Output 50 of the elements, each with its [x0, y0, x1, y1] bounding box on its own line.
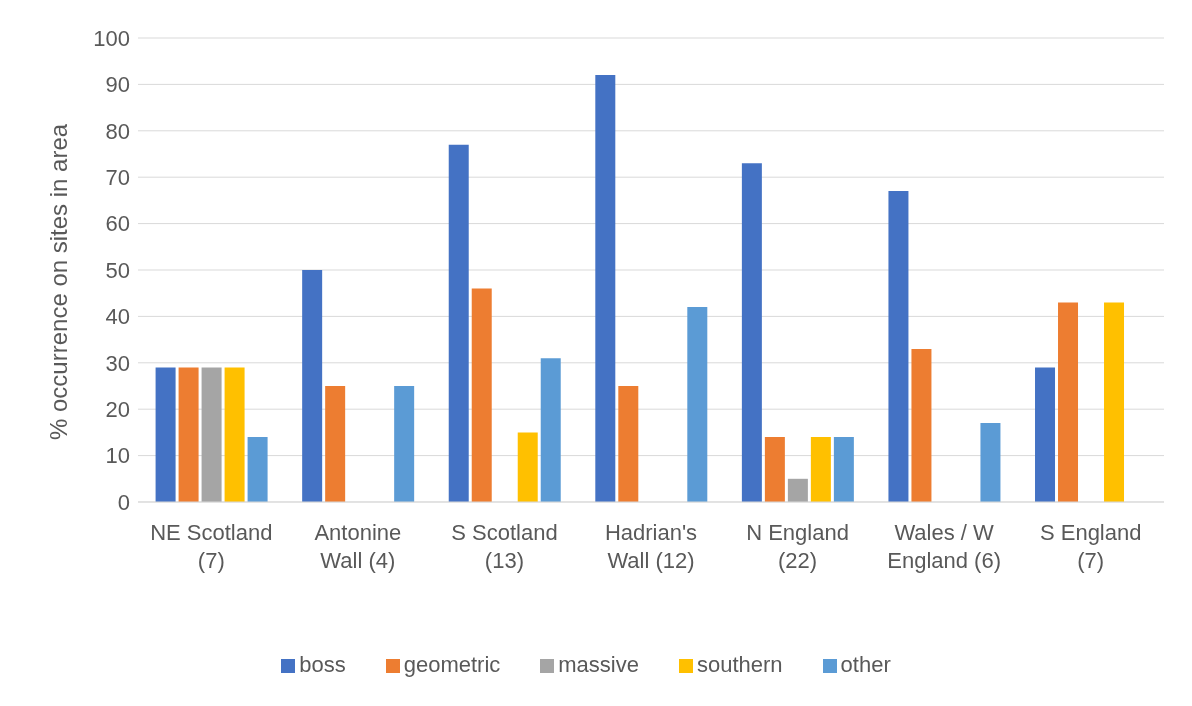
bar — [247, 437, 268, 502]
bar — [1058, 302, 1079, 502]
bar — [787, 478, 808, 502]
bar — [911, 348, 932, 502]
bar — [394, 386, 415, 502]
bar — [980, 423, 1001, 502]
y-tick-label: 30 — [105, 350, 130, 376]
bar — [1035, 367, 1056, 502]
bar — [201, 367, 222, 502]
legend-label: geometric — [403, 652, 501, 677]
y-tick-label: 10 — [105, 443, 130, 469]
bar — [155, 367, 176, 502]
y-tick-label: 0 — [117, 489, 130, 515]
y-tick-label: 90 — [105, 72, 130, 98]
x-tick-label: NE Scotland (7) — [150, 520, 273, 573]
x-tick-label: Antonine Wall (4) — [314, 520, 402, 573]
legend-label: other — [840, 652, 891, 677]
legend-label: massive — [558, 652, 639, 677]
bar — [888, 191, 909, 502]
bar — [471, 288, 492, 502]
bar — [224, 367, 245, 502]
x-tick-label: S Scotland (13) — [451, 520, 558, 573]
y-tick-label: 20 — [105, 397, 130, 423]
x-tick-label: S England (7) — [1039, 520, 1142, 573]
y-tick-label: 80 — [105, 118, 130, 144]
legend-label: boss — [299, 652, 346, 677]
y-tick-label: 100 — [93, 25, 130, 51]
bar — [741, 163, 762, 502]
y-tick-label: 40 — [105, 304, 130, 330]
bar — [833, 437, 854, 502]
x-tick-label: Hadrian's Wall (12) — [604, 520, 698, 573]
y-axis-title: % occurrence on sites in area — [44, 123, 72, 440]
bar — [517, 432, 538, 502]
y-tick-label: 50 — [105, 257, 130, 283]
bar — [764, 437, 785, 502]
y-tick-label: 60 — [105, 211, 130, 237]
bar — [325, 386, 346, 502]
bar — [1104, 302, 1125, 502]
bar — [540, 358, 561, 502]
bar — [302, 270, 323, 502]
bar — [687, 307, 708, 502]
bar — [618, 386, 639, 502]
x-tick-label: N England (22) — [746, 520, 849, 573]
x-tick-label: Wales / W England (6) — [887, 520, 1002, 573]
y-tick-label: 70 — [105, 165, 130, 191]
bar — [595, 75, 616, 502]
bar — [810, 437, 831, 502]
bar — [448, 144, 469, 502]
bar — [178, 367, 199, 502]
legend-label: southern — [696, 652, 783, 677]
